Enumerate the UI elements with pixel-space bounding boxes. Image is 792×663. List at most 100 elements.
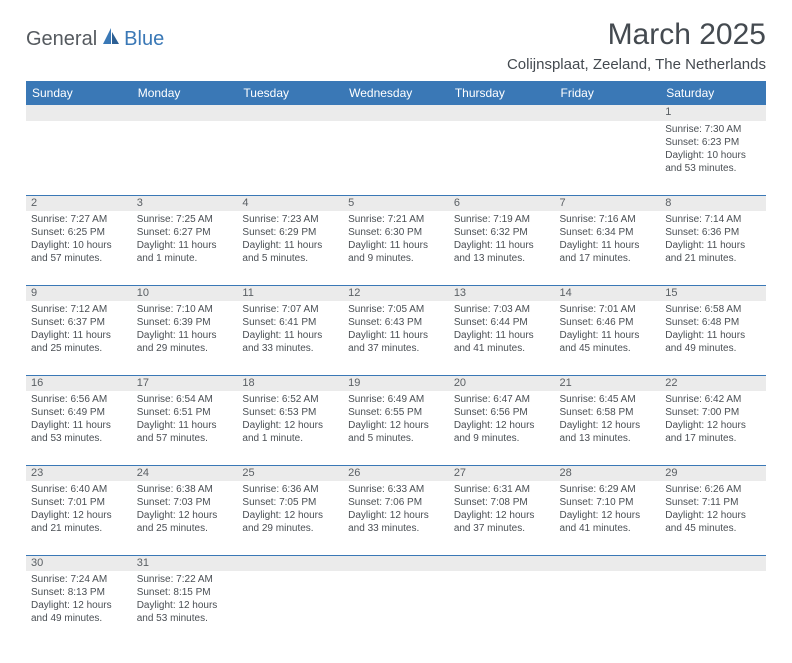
daynum-cell — [660, 555, 766, 571]
daylight-text: Daylight: 11 hours — [137, 329, 233, 342]
daynum-cell: 15 — [660, 285, 766, 301]
daynum-cell: 25 — [237, 465, 343, 481]
daylight-text: and 37 minutes. — [348, 342, 444, 355]
day-number: 29 — [665, 466, 761, 479]
daylight-text: and 41 minutes. — [454, 342, 550, 355]
day-cell: Sunrise: 6:45 AMSunset: 6:58 PMDaylight:… — [555, 391, 661, 465]
daylight-text: and 33 minutes. — [242, 342, 338, 355]
daylight-text: Daylight: 12 hours — [454, 509, 550, 522]
daynum-cell: 23 — [26, 465, 132, 481]
day-cell: Sunrise: 7:14 AMSunset: 6:36 PMDaylight:… — [660, 211, 766, 285]
week-row: Sunrise: 7:24 AMSunset: 8:13 PMDaylight:… — [26, 571, 766, 645]
day-cell: Sunrise: 6:36 AMSunset: 7:05 PMDaylight:… — [237, 481, 343, 555]
daynum-cell — [555, 555, 661, 571]
sunset-text: Sunset: 7:10 PM — [560, 496, 656, 509]
day-details: Sunrise: 6:58 AMSunset: 6:48 PMDaylight:… — [665, 303, 761, 355]
sunset-text: Sunset: 6:32 PM — [454, 226, 550, 239]
sunset-text: Sunset: 6:23 PM — [665, 136, 761, 149]
day-details: Sunrise: 6:52 AMSunset: 6:53 PMDaylight:… — [242, 393, 338, 445]
day-cell: Sunrise: 6:33 AMSunset: 7:06 PMDaylight:… — [343, 481, 449, 555]
daylight-text: Daylight: 12 hours — [560, 509, 656, 522]
daynum-cell: 9 — [26, 285, 132, 301]
calendar-page: General Blue March 2025 Colijnsplaat, Ze… — [0, 0, 792, 663]
calendar-table: Sunday Monday Tuesday Wednesday Thursday… — [26, 81, 766, 645]
sunrise-text: Sunrise: 6:52 AM — [242, 393, 338, 406]
daynum-row: 9101112131415 — [26, 285, 766, 301]
sunset-text: Sunset: 8:15 PM — [137, 586, 233, 599]
day-cell — [343, 571, 449, 645]
daylight-text: and 17 minutes. — [665, 432, 761, 445]
sunrise-text: Sunrise: 6:58 AM — [665, 303, 761, 316]
day-details: Sunrise: 7:14 AMSunset: 6:36 PMDaylight:… — [665, 213, 761, 265]
week-row: Sunrise: 7:12 AMSunset: 6:37 PMDaylight:… — [26, 301, 766, 375]
day-cell: Sunrise: 6:40 AMSunset: 7:01 PMDaylight:… — [26, 481, 132, 555]
day-number: 10 — [137, 286, 233, 299]
sunrise-text: Sunrise: 7:27 AM — [31, 213, 127, 226]
sunset-text: Sunset: 6:44 PM — [454, 316, 550, 329]
daynum-cell: 7 — [555, 195, 661, 211]
day-number: 17 — [137, 376, 233, 389]
daylight-text: Daylight: 11 hours — [560, 239, 656, 252]
sunrise-text: Sunrise: 6:36 AM — [242, 483, 338, 496]
day-number: 18 — [242, 376, 338, 389]
day-details: Sunrise: 6:47 AMSunset: 6:56 PMDaylight:… — [454, 393, 550, 445]
daylight-text: and 5 minutes. — [348, 432, 444, 445]
day-details: Sunrise: 7:03 AMSunset: 6:44 PMDaylight:… — [454, 303, 550, 355]
sunrise-text: Sunrise: 7:16 AM — [560, 213, 656, 226]
daynum-cell: 4 — [237, 195, 343, 211]
day-number: 4 — [242, 196, 338, 209]
daynum-cell: 24 — [132, 465, 238, 481]
daylight-text: and 49 minutes. — [665, 342, 761, 355]
week-row: Sunrise: 7:27 AMSunset: 6:25 PMDaylight:… — [26, 211, 766, 285]
daylight-text: Daylight: 12 hours — [137, 599, 233, 612]
sunset-text: Sunset: 6:51 PM — [137, 406, 233, 419]
sunset-text: Sunset: 6:29 PM — [242, 226, 338, 239]
daynum-cell: 3 — [132, 195, 238, 211]
daynum-cell: 5 — [343, 195, 449, 211]
day-cell: Sunrise: 6:26 AMSunset: 7:11 PMDaylight:… — [660, 481, 766, 555]
daylight-text: and 53 minutes. — [31, 432, 127, 445]
daylight-text: Daylight: 12 hours — [665, 419, 761, 432]
daylight-text: and 13 minutes. — [560, 432, 656, 445]
day-number: 15 — [665, 286, 761, 299]
day-cell — [449, 571, 555, 645]
sunrise-text: Sunrise: 6:26 AM — [665, 483, 761, 496]
day-cell — [237, 571, 343, 645]
daylight-text: and 57 minutes. — [137, 432, 233, 445]
daylight-text: and 13 minutes. — [454, 252, 550, 265]
daynum-cell: 17 — [132, 375, 238, 391]
daylight-text: and 29 minutes. — [137, 342, 233, 355]
day-cell: Sunrise: 6:47 AMSunset: 6:56 PMDaylight:… — [449, 391, 555, 465]
day-details: Sunrise: 6:38 AMSunset: 7:03 PMDaylight:… — [137, 483, 233, 535]
daylight-text: Daylight: 11 hours — [31, 419, 127, 432]
daynum-cell: 8 — [660, 195, 766, 211]
daynum-cell — [132, 105, 238, 121]
day-number: 26 — [348, 466, 444, 479]
sunrise-text: Sunrise: 7:10 AM — [137, 303, 233, 316]
day-details: Sunrise: 7:21 AMSunset: 6:30 PMDaylight:… — [348, 213, 444, 265]
sunrise-text: Sunrise: 7:23 AM — [242, 213, 338, 226]
weekday-header: Wednesday — [343, 81, 449, 105]
day-cell — [343, 121, 449, 195]
sunset-text: Sunset: 6:36 PM — [665, 226, 761, 239]
weekday-header: Sunday — [26, 81, 132, 105]
day-cell: Sunrise: 7:27 AMSunset: 6:25 PMDaylight:… — [26, 211, 132, 285]
day-details: Sunrise: 7:27 AMSunset: 6:25 PMDaylight:… — [31, 213, 127, 265]
daylight-text: and 29 minutes. — [242, 522, 338, 535]
day-cell: Sunrise: 7:12 AMSunset: 6:37 PMDaylight:… — [26, 301, 132, 375]
day-number: 14 — [560, 286, 656, 299]
daylight-text: Daylight: 10 hours — [665, 149, 761, 162]
day-number: 23 — [31, 466, 127, 479]
day-number: 11 — [242, 286, 338, 299]
sunset-text: Sunset: 6:48 PM — [665, 316, 761, 329]
day-number: 13 — [454, 286, 550, 299]
daynum-row: 23242526272829 — [26, 465, 766, 481]
daylight-text: and 25 minutes. — [31, 342, 127, 355]
sunrise-text: Sunrise: 7:12 AM — [31, 303, 127, 316]
daynum-cell: 11 — [237, 285, 343, 301]
day-cell: Sunrise: 6:42 AMSunset: 7:00 PMDaylight:… — [660, 391, 766, 465]
daylight-text: and 57 minutes. — [31, 252, 127, 265]
daylight-text: Daylight: 11 hours — [348, 239, 444, 252]
logo-text-blue: Blue — [124, 28, 164, 51]
daylight-text: Daylight: 12 hours — [348, 419, 444, 432]
